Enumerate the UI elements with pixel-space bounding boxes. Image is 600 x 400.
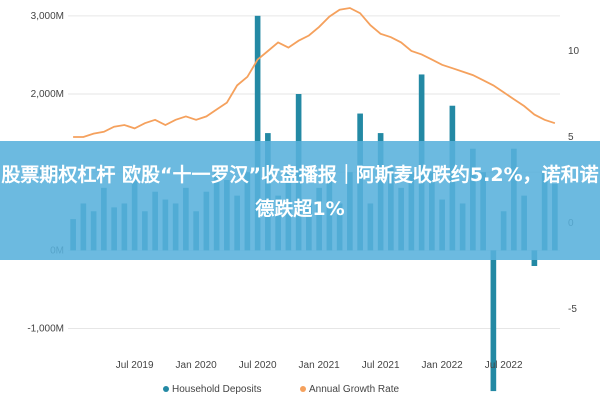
left-tick-label: -1,000M xyxy=(27,324,64,335)
left-tick-label: 3,000M xyxy=(31,11,64,22)
legend-label-annual-growth-rate: Annual Growth Rate xyxy=(309,384,399,395)
right-tick-label: 5 xyxy=(568,132,574,143)
bar xyxy=(490,250,497,392)
bar xyxy=(254,15,261,251)
legend-label-household-deposits: Household Deposits xyxy=(172,384,262,395)
right-tick-label: -5 xyxy=(568,304,577,315)
left-tick-label: 2,000M xyxy=(31,89,64,100)
legend-swatch-household-deposits xyxy=(163,386,169,392)
x-tick-label: Jul 2021 xyxy=(362,360,400,371)
x-tick-label: Jan 2021 xyxy=(299,360,341,371)
x-axis: Jul 2019 Jan 2020 Jul 2020 Jan 2021 Jul 2021… xyxy=(116,360,523,371)
growth-rate-line xyxy=(73,7,556,138)
legend: Household Deposits Annual Growth Rate xyxy=(163,384,399,395)
legend-swatch-annual-growth-rate xyxy=(300,386,306,392)
headline-banner xyxy=(0,141,600,260)
headline-text: 股票期权杠杆 欧股“十一罗汉”收盘播报｜阿斯麦收跌约5.2%，诺和诺德跌超1% xyxy=(1,164,599,220)
x-tick-label: Jan 2020 xyxy=(176,360,218,371)
right-tick-label: 10 xyxy=(568,46,580,57)
line-series xyxy=(73,7,556,138)
x-tick-label: Jan 2022 xyxy=(422,360,464,371)
x-tick-label: Jul 2022 xyxy=(485,360,523,371)
x-tick-label: Jul 2020 xyxy=(239,360,277,371)
x-tick-label: Jul 2019 xyxy=(116,360,154,371)
